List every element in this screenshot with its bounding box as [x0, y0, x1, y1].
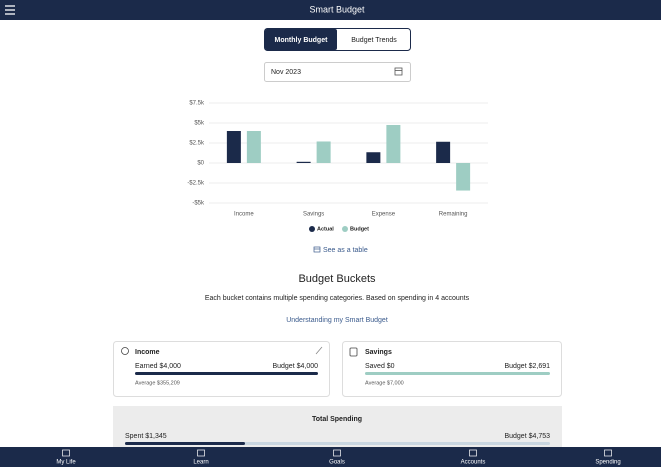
legend-label: Budget: [350, 226, 369, 232]
income-icon: [121, 347, 129, 355]
y-tick-label: -$5k: [192, 201, 205, 207]
progress-bar: [135, 372, 318, 375]
y-tick-label: $2.5k: [189, 141, 205, 147]
y-tick-label: $7.5k: [189, 101, 205, 107]
nav-label[interactable]: Learn: [193, 460, 208, 466]
nav-icon: [604, 449, 612, 457]
total-spent: Spent $1,345: [125, 433, 167, 440]
progress-bar: [365, 372, 550, 375]
card-title: Savings: [365, 349, 392, 356]
legend-swatch: [342, 226, 348, 232]
card-amount: Earned $4,000: [135, 363, 181, 370]
chart: -$5k -$2.5k $0 $2.5k $5k $7.5k Income Savings Ex…: [187, 101, 488, 232]
bottom-nav: [0, 447, 661, 467]
date-picker[interactable]: [264, 62, 411, 82]
y-tick-label: -$2.5k: [187, 181, 205, 187]
y-tick-label: $0: [197, 161, 204, 167]
top-bar: [0, 0, 661, 20]
table-icon[interactable]: [313, 246, 321, 253]
help-link[interactable]: Understanding my Smart Budget: [286, 317, 388, 324]
calendar-icon[interactable]: [394, 67, 403, 76]
header-title: Smart Budget: [309, 4, 365, 14]
total-title: Total Spending: [312, 416, 362, 423]
edit-icon[interactable]: [315, 346, 323, 355]
bar: [366, 152, 381, 163]
savings-card[interactable]: [342, 341, 562, 397]
x-tick-label: Savings: [303, 212, 324, 218]
total-panel: [113, 406, 562, 447]
nav-label[interactable]: Accounts: [461, 460, 486, 466]
section-subtitle: Each bucket contains multiple spending c…: [205, 295, 470, 302]
x-tick-label: Income: [234, 212, 254, 218]
nav-icon: [62, 449, 70, 457]
savings-icon: [349, 347, 358, 357]
x-tick-label: Expense: [372, 212, 396, 218]
card-title: Income: [135, 349, 160, 356]
table-link[interactable]: See as a table: [323, 247, 368, 254]
tab-active[interactable]: [265, 29, 337, 50]
progress-bar: [125, 442, 245, 445]
tab-label[interactable]: Budget Trends: [351, 37, 397, 44]
section-title: Budget Buckets: [298, 273, 376, 285]
nav-label[interactable]: Spending: [595, 460, 620, 466]
nav-label[interactable]: Goals: [329, 460, 345, 466]
nav-icon: [333, 449, 341, 457]
total-budget: Budget $4,753: [504, 433, 550, 440]
tab-label[interactable]: Monthly Budget: [275, 37, 329, 44]
legend-label: Actual: [317, 226, 334, 232]
bar: [456, 163, 471, 191]
nav-icon: [197, 449, 205, 457]
income-card[interactable]: [113, 341, 330, 397]
card-budget: Budget $4,000: [272, 363, 318, 370]
card-average: Average $7,000: [365, 380, 404, 386]
nav-items: My Life Learn Goals Accounts Spending: [56, 449, 621, 466]
card-amount: Saved $0: [365, 363, 395, 370]
bar: [386, 124, 401, 163]
x-tick-label: Remaining: [439, 212, 468, 218]
bar: [246, 131, 261, 163]
legend-swatch: [309, 226, 315, 232]
menu-icon[interactable]: [5, 5, 15, 15]
nav-label[interactable]: My Life: [56, 460, 76, 466]
bar: [316, 141, 331, 163]
bar: [296, 161, 311, 163]
y-tick-label: $5k: [194, 121, 205, 127]
card-budget: Budget $2,691: [504, 363, 550, 370]
bar: [226, 131, 241, 163]
bar: [436, 141, 451, 163]
card-average: Average $355,209: [135, 380, 180, 386]
date-value: Nov 2023: [271, 69, 301, 76]
nav-icon: [469, 449, 477, 457]
